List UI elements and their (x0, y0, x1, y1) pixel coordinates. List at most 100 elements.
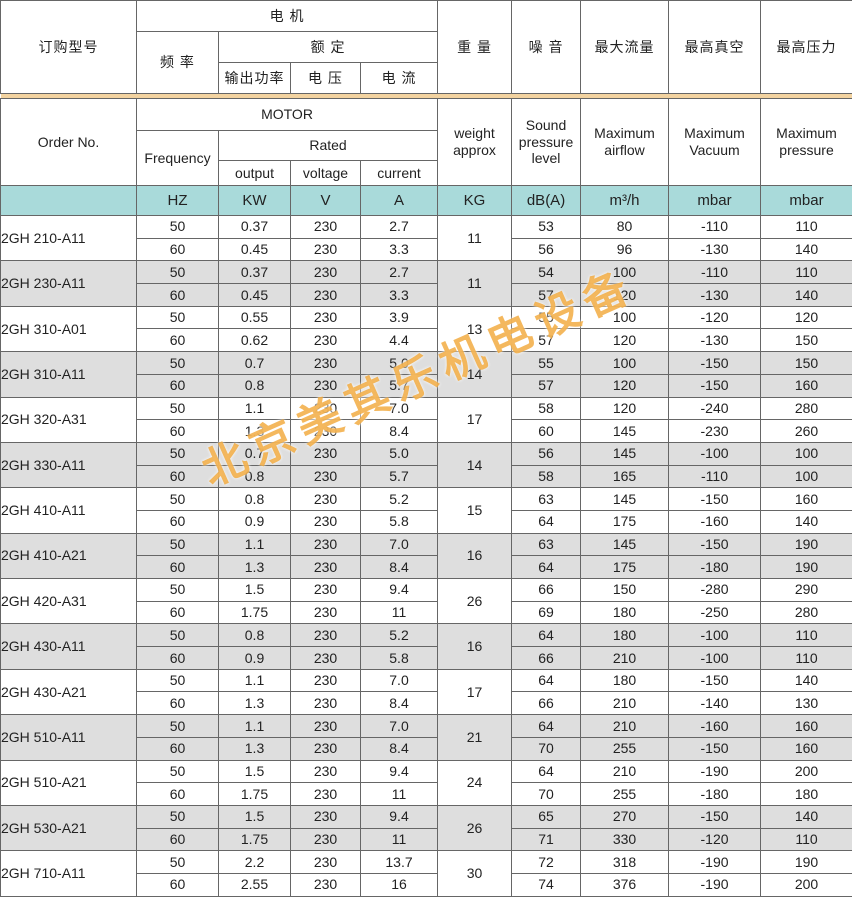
data-cell: 100 (580, 351, 670, 375)
unit-cell: m³/h (580, 185, 670, 216)
data-cell: 5.8 (359, 509, 439, 534)
data-cell: 175 (580, 555, 670, 579)
data-cell: 175 (580, 509, 670, 534)
data-row: 60 0.8 230 5.7 57 120 -150 160 (1, 373, 852, 398)
data-cell: 2GH 310-A11 (0, 351, 137, 398)
unit-cell: mbar (668, 185, 762, 216)
data-cell: 60 (136, 646, 219, 670)
data-cell: 60 (136, 373, 219, 398)
data-cell: 60 (136, 283, 219, 307)
data-cell: -150 (668, 804, 762, 829)
data-cell: 1.1 (218, 668, 291, 693)
data-cell: 230 (290, 804, 361, 829)
data-cell: 260 (760, 419, 852, 443)
data-cell: 63 (511, 487, 582, 511)
data-cell: -180 (668, 555, 762, 579)
data-cell: -140 (668, 691, 762, 716)
unit-cell: KG (437, 185, 513, 216)
data-row: 2GH 510-A11 50 1.1 230 7.0 21 64 210 -160 160 (0, 714, 852, 761)
data-cell: 1.75 (218, 782, 291, 806)
data-cell: 0.37 (218, 215, 291, 239)
data-cell: 180 (580, 600, 670, 625)
data-cell: 64 (511, 759, 582, 784)
data-cell: 72 (511, 850, 582, 874)
data-cell: 160 (760, 714, 852, 738)
data-cell: 66 (511, 578, 582, 602)
data-cell: -180 (668, 782, 762, 806)
data-cell: 30 (437, 850, 513, 897)
data-cell: 1.3 (218, 555, 291, 579)
data-cell: 210 (580, 714, 670, 738)
data-cell: 270 (580, 804, 670, 829)
data-cell: 290 (760, 578, 852, 602)
header-cell: MOTOR (135, 98, 439, 131)
data-cell: 2GH 310-A01 (0, 305, 137, 353)
header-row-cn: 订购型号 电 机 重 量 噪 音 最大流量 最高真空 最高压力 (0, 0, 852, 94)
data-row: 2GH 430-A21 50 1.1 230 7.0 17 64 180 -150 140 (0, 668, 852, 716)
header-cell: current (359, 160, 439, 186)
data-cell: 2GH 320-A31 (0, 396, 137, 443)
header-cell: Sound pressure level (511, 98, 582, 186)
data-cell: 2GH 510-A21 (0, 759, 137, 806)
data-cell: 110 (760, 827, 852, 852)
data-cell: 50 (136, 260, 219, 285)
data-cell: 7.0 (359, 532, 439, 557)
data-cell: 64 (511, 509, 582, 534)
data-cell: 210 (580, 759, 670, 784)
data-cell: 1.3 (218, 736, 291, 761)
data-cell: 0.37 (218, 260, 291, 285)
data-cell: 9.4 (359, 578, 439, 602)
data-cell: 280 (760, 396, 852, 421)
data-cell: 3.9 (359, 305, 439, 330)
data-cell: 190 (760, 555, 852, 579)
data-cell: 60 (136, 736, 219, 761)
data-cell: 0.8 (218, 373, 291, 398)
data-cell: 230 (290, 578, 361, 602)
data-row: 2GH 420-A31 50 1.5 230 9.4 26 66 150 -280 290 (0, 577, 852, 625)
unit-cell: KW (218, 185, 291, 216)
data-cell: -110 (668, 215, 762, 239)
data-cell: 230 (290, 487, 361, 511)
data-cell: 0.8 (218, 623, 291, 648)
header-cell: 额 定 (217, 31, 439, 63)
data-cell: 165 (580, 464, 670, 489)
data-cell: 50 (136, 487, 219, 511)
data-row: 2GH 430-A11 50 0.8 230 5.2 16 64 180 -100 110 (0, 623, 852, 670)
data-cell: 96 (580, 237, 670, 262)
data-cell: -280 (668, 578, 762, 602)
header-cell: 最大流量 (580, 0, 670, 94)
data-cell: -110 (668, 464, 762, 489)
data-cell: 200 (760, 759, 852, 784)
header-cell: 输出功率 (218, 62, 291, 94)
data-cell: 11 (359, 600, 439, 625)
data-cell: -250 (668, 600, 762, 625)
data-row: 60 1.75 230 11 71 330 -120 110 (1, 827, 852, 852)
data-cell: 110 (760, 260, 852, 285)
data-cell: 54 (511, 260, 582, 285)
data-cell: 0.9 (218, 646, 291, 670)
data-cell: 2GH 510-A11 (0, 714, 137, 761)
data-row: 60 1.3 230 8.4 64 175 -180 190 (1, 555, 852, 579)
data-cell: 50 (136, 668, 219, 693)
data-cell: 1.1 (218, 714, 291, 738)
data-cell: 150 (580, 578, 670, 602)
header-cell: 频 率 (136, 31, 219, 94)
data-cell: 2GH 410-A21 (0, 532, 137, 580)
data-cell: 50 (136, 850, 219, 874)
header-row-en: Frequency Rated (1, 130, 852, 186)
data-cell: 2GH 710-A11 (0, 850, 137, 897)
data-row: 2GH 510-A21 50 1.5 230 9.4 24 64 210 -190 200 (0, 759, 852, 806)
header-row-cn: 频 率 额 定 (1, 31, 852, 94)
data-cell: 56 (511, 441, 582, 466)
data-cell: -160 (668, 509, 762, 534)
data-cell: 26 (437, 577, 513, 625)
data-cell: -130 (668, 237, 762, 262)
data-cell: 0.9 (218, 509, 291, 534)
unit-cell: V (290, 185, 361, 216)
data-cell: 0.62 (218, 328, 291, 353)
data-cell: 64 (511, 555, 582, 579)
data-cell: 120 (760, 305, 852, 330)
data-cell: 100 (760, 464, 852, 489)
data-cell: 110 (760, 646, 852, 670)
